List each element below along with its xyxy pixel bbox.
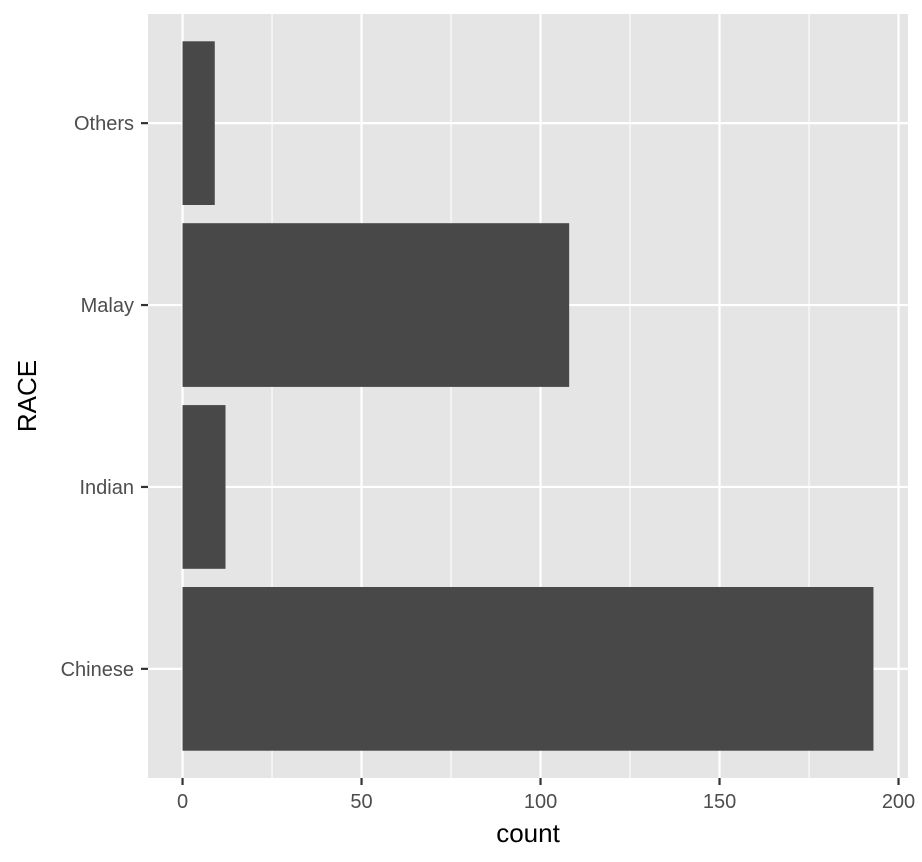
bar-malay: [182, 223, 570, 387]
x-axis: 0 50 100 150 200: [177, 778, 915, 813]
y-tick-label: Malay: [81, 295, 134, 317]
y-tick-label: Others: [74, 113, 134, 135]
x-axis-title: count: [496, 818, 560, 848]
bar-others: [182, 41, 215, 206]
x-tick-label: 200: [882, 791, 915, 813]
x-tick-label: 50: [350, 791, 372, 813]
y-tick-label: Chinese: [61, 659, 134, 681]
y-axis-title: RACE: [12, 360, 42, 432]
bar-indian: [182, 405, 226, 569]
x-tick-label: 100: [524, 791, 557, 813]
x-tick-label: 0: [177, 791, 188, 813]
x-tick-label: 150: [703, 791, 736, 813]
bars: [182, 41, 874, 751]
y-axis: Chinese Indian Malay Others: [61, 113, 148, 681]
bar-chinese: [182, 587, 874, 751]
y-tick-label: Indian: [80, 477, 135, 499]
